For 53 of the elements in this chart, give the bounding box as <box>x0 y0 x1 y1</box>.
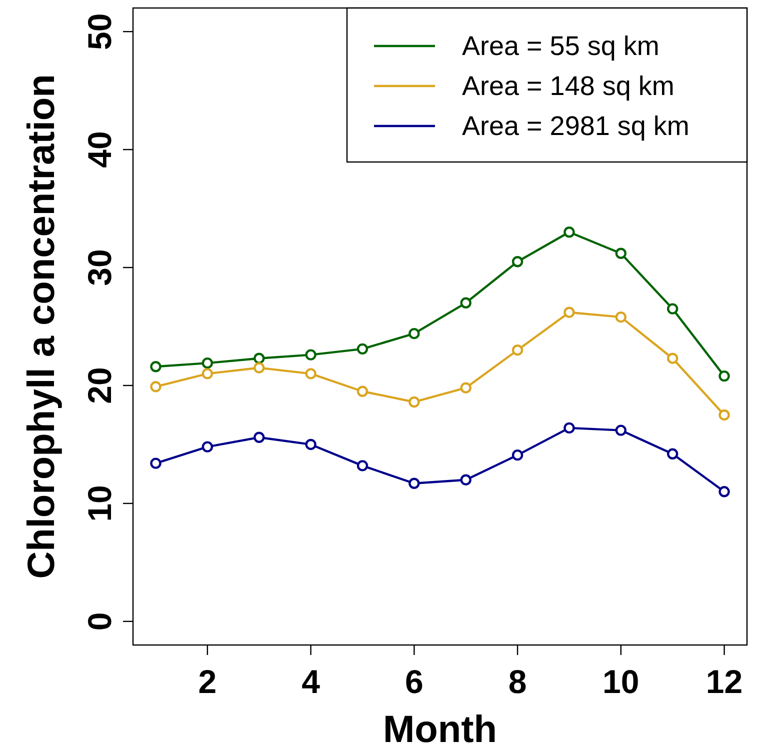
point <box>564 226 575 238</box>
point <box>356 460 368 472</box>
x-axis-title: Month <box>383 709 497 748</box>
point <box>408 328 420 340</box>
x-tick-label: 2 <box>198 663 217 700</box>
point <box>460 382 472 394</box>
point <box>460 474 472 486</box>
legend-label: Area = 2981 sq km <box>462 111 690 141</box>
y-tick-label: 40 <box>81 131 118 168</box>
point <box>460 297 472 309</box>
legend-label: Area = 55 sq km <box>462 31 660 61</box>
point <box>408 478 420 489</box>
point <box>564 422 575 434</box>
x-tick-label: 12 <box>706 663 743 700</box>
y-tick-label: 0 <box>81 612 118 631</box>
y-tick-label: 50 <box>81 13 118 50</box>
point <box>666 303 678 314</box>
point <box>512 256 524 268</box>
point <box>305 368 316 380</box>
point <box>718 409 730 421</box>
point <box>356 386 368 397</box>
x-tick-label: 4 <box>302 663 321 700</box>
point <box>356 343 368 355</box>
point <box>512 449 524 461</box>
point <box>305 349 316 360</box>
x-tick-label: 6 <box>404 663 424 700</box>
legend-label: Area = 148 sq km <box>462 71 674 101</box>
point <box>666 448 678 460</box>
y-axis-title: Chlorophyll a concentration <box>21 74 63 579</box>
y-tick-label: 20 <box>81 367 118 404</box>
point <box>718 370 730 382</box>
point <box>615 424 626 436</box>
point <box>305 438 316 450</box>
y-tick-label: 10 <box>81 485 118 522</box>
point <box>254 432 265 443</box>
x-tick-label: 10 <box>602 663 640 700</box>
point <box>150 458 162 469</box>
point <box>408 396 420 408</box>
point <box>615 311 626 323</box>
point <box>254 362 265 374</box>
point <box>512 344 524 356</box>
point <box>615 248 626 259</box>
x-tick-label: 8 <box>508 663 527 700</box>
point <box>718 486 730 498</box>
point <box>666 352 678 364</box>
point <box>564 306 575 318</box>
y-tick-label: 30 <box>81 249 118 286</box>
point <box>150 381 162 392</box>
point <box>202 357 214 369</box>
point <box>202 368 214 380</box>
point <box>254 352 265 364</box>
point <box>150 361 162 372</box>
point <box>202 441 214 452</box>
